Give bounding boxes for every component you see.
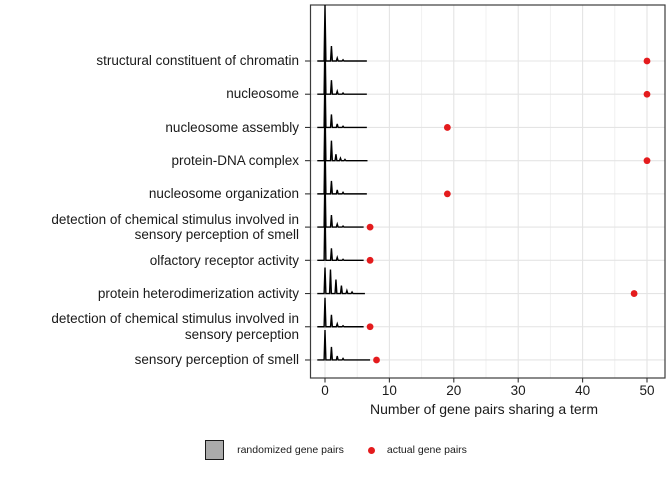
randomized-density-ridges <box>317 4 371 361</box>
density-ridge <box>317 267 365 295</box>
density-ridge <box>317 137 367 195</box>
actual-dot <box>643 90 651 98</box>
category-label: detection of chemical stimulus involved … <box>51 211 299 243</box>
density-ridge <box>317 205 364 262</box>
axis-tick-marks <box>305 60 648 383</box>
category-label: olfactory receptor activity <box>149 252 299 268</box>
legend-label-randomized: randomized gene pairs <box>237 444 344 456</box>
actual-dot <box>630 290 638 297</box>
category-label: nucleosome <box>226 86 299 102</box>
actual-dot <box>366 323 374 331</box>
density-ridge <box>317 329 371 361</box>
actual-gene-pairs-dot-icon <box>367 446 375 454</box>
actual-dot <box>443 124 451 131</box>
legend-label-actual: actual gene pairs <box>386 444 467 456</box>
x-tick-label: 40 <box>575 383 591 398</box>
density-ridge <box>317 71 367 129</box>
category-label: nucleosome assembly <box>165 119 299 135</box>
actual-dot <box>366 223 374 231</box>
x-axis-title: Number of gene pairs sharing a term <box>370 401 598 417</box>
category-label: nucleosome organization <box>148 186 299 202</box>
category-label: detection of chemical stimulus involved … <box>51 311 299 342</box>
category-label: protein-DNA complex <box>171 152 299 168</box>
density-ridge <box>317 297 364 328</box>
legend: randomized gene pairs actual gene pairs <box>0 440 672 460</box>
actual-dot <box>643 57 651 65</box>
actual-dot <box>366 256 374 264</box>
density-ridge <box>317 4 367 62</box>
actual-dot <box>373 356 380 364</box>
density-ridge <box>317 38 367 95</box>
actual-dot <box>443 190 451 198</box>
x-tick-label: 30 <box>510 383 526 398</box>
density-ridge <box>317 172 364 228</box>
randomized-gene-pairs-swatch <box>205 440 225 460</box>
category-label: protein heterodimerization activity <box>97 285 299 301</box>
category-label: structural constituent of chromatin <box>96 53 299 69</box>
x-tick-label: 20 <box>446 383 462 398</box>
actual-dot <box>643 157 651 165</box>
x-tick-label: 0 <box>321 383 329 398</box>
x-tick-label: 50 <box>639 383 655 398</box>
panel-border <box>309 4 666 379</box>
actual-gene-pair-dots <box>366 57 651 364</box>
category-label: sensory perception of smell <box>134 352 299 368</box>
x-tick-label: 10 <box>381 383 397 398</box>
